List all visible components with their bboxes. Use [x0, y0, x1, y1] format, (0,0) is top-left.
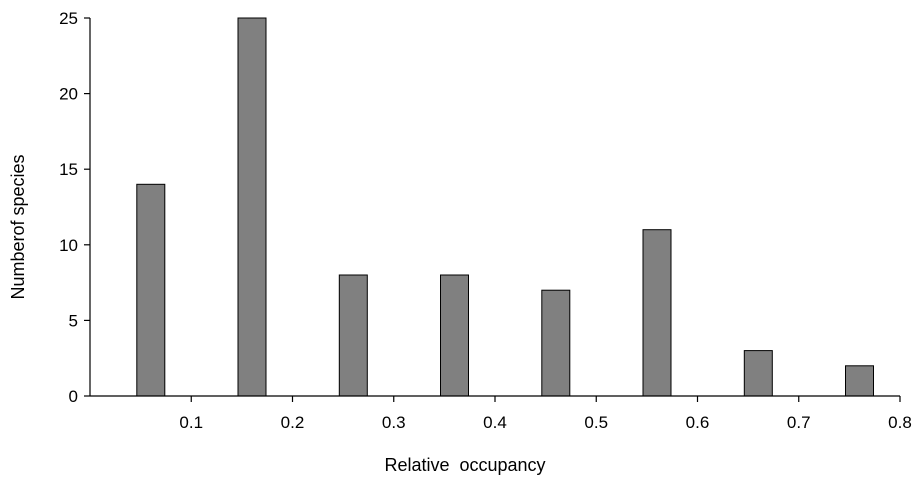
bars-group — [136, 17, 874, 397]
x-tick-label-5: 0.6 — [686, 413, 710, 432]
bar-5 — [642, 229, 672, 397]
bar-7 — [845, 365, 874, 397]
bar-1 — [237, 17, 267, 397]
x-tick-label-6: 0.7 — [787, 413, 811, 432]
y-axis-title: Numberof species — [8, 154, 28, 299]
bar-3 — [440, 274, 469, 397]
x-tick-label-0: 0.1 — [179, 413, 203, 432]
x-tick-label-4: 0.5 — [584, 413, 608, 432]
y-tick-label-4: 20 — [59, 85, 78, 104]
bar-0 — [136, 183, 166, 397]
x-tick-label-2: 0.3 — [382, 413, 406, 432]
x-axis-title: Relative occupancy — [384, 455, 545, 475]
y-ticks-group: 0 5 10 15 20 25 — [59, 9, 90, 406]
x-tick-label-7: 0.8 — [888, 413, 912, 432]
x-tick-label-3: 0.4 — [483, 413, 507, 432]
x-tick-label-1: 0.2 — [281, 413, 305, 432]
bar-4 — [541, 289, 571, 397]
bar-6 — [743, 350, 773, 397]
x-ticks-group: 0.1 0.2 0.3 0.4 0.5 0.6 0.7 0.8 — [179, 396, 912, 432]
y-tick-label-0: 0 — [69, 387, 78, 406]
y-tick-label-1: 5 — [69, 311, 78, 330]
y-tick-label-2: 10 — [59, 236, 78, 255]
y-tick-label-3: 15 — [59, 160, 78, 179]
y-tick-label-5: 25 — [59, 9, 78, 28]
bar-2 — [338, 274, 368, 397]
